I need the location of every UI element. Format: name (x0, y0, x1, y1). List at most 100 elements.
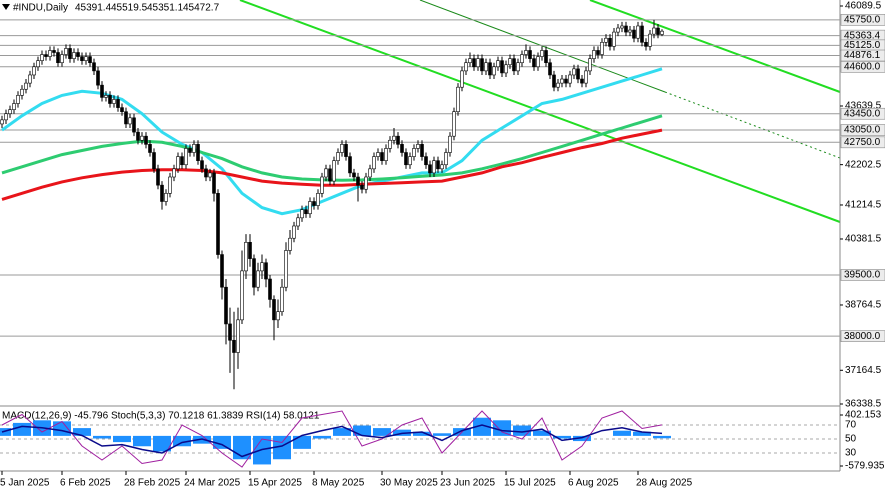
y-tick-label: 40381.5 (845, 234, 882, 245)
candle-body (164, 193, 168, 202)
macd-bar (413, 431, 431, 436)
candle-body (436, 160, 440, 170)
candle-body (4, 113, 8, 121)
candle-body (648, 33, 652, 47)
macd-bar (533, 430, 551, 436)
candle-body (204, 168, 208, 178)
candle-body (424, 156, 428, 166)
candle-body (336, 152, 340, 161)
candle-body (620, 25, 624, 29)
candle-body (0, 119, 4, 125)
candle-body (428, 164, 432, 174)
candle-body (460, 70, 464, 88)
macd-bar (13, 422, 31, 436)
candle-body (76, 52, 80, 57)
candle-body (116, 99, 120, 108)
candle-body (348, 156, 352, 174)
header-value: 45351.1 (147, 3, 184, 14)
candle-body (328, 168, 332, 182)
candle-body (508, 58, 512, 66)
candle-body (260, 262, 264, 272)
indicator-panel (0, 410, 840, 468)
candle-body (212, 172, 216, 194)
level-label: 44876.1 (844, 50, 881, 61)
candle-body (532, 58, 536, 68)
candle-body (564, 78, 568, 84)
candle-body (416, 144, 420, 149)
macd-bar (133, 435, 151, 447)
candle-body (100, 84, 104, 98)
candle-body (136, 131, 140, 141)
candle-body (84, 56, 88, 61)
x-tick-label: 6 Feb 2025 (60, 478, 111, 489)
candle-body (468, 58, 472, 64)
level-label-box (840, 60, 885, 73)
candle-body (600, 42, 604, 55)
candle-body (656, 27, 660, 35)
x-tick-label: 6 Aug 2025 (568, 478, 619, 489)
candle-body (188, 148, 192, 153)
macd-bar (333, 428, 351, 436)
x-tick-label: 15 Apr 2025 (248, 478, 302, 489)
header-value: 45472.7 (183, 3, 220, 14)
level-label: 43450.0 (844, 108, 881, 119)
candle-body (28, 74, 32, 84)
candle-body (388, 139, 392, 149)
header-value: 45519.5 (111, 3, 148, 14)
candle-body (224, 286, 228, 325)
candle-body (180, 156, 184, 166)
candle-body (316, 193, 320, 206)
macd-bar (613, 430, 631, 436)
level-label-box (840, 330, 885, 342)
macd-tick-label: 402.153 (845, 410, 882, 421)
candle-body (448, 135, 452, 153)
trend-line (589, 0, 840, 93)
candle-body (512, 58, 516, 72)
candle-body (120, 107, 124, 112)
level-label: 44600.0 (844, 61, 881, 72)
moving-average (1, 67, 663, 216)
osc-tick-label: 70 (845, 420, 857, 431)
candle-body (184, 148, 188, 166)
candle-body (20, 88, 24, 96)
candle-body (372, 156, 376, 170)
candle-body (108, 95, 112, 104)
candle-body (240, 270, 244, 321)
level-label-box (840, 136, 885, 149)
candle-body (16, 95, 20, 104)
candle-body (556, 82, 560, 88)
candle-body (140, 135, 144, 141)
rsi-line (1, 424, 663, 458)
candle-body (200, 160, 204, 170)
candle-body (332, 160, 336, 182)
candle-body (584, 70, 588, 84)
candle-body (364, 176, 368, 190)
candle-body (408, 156, 412, 166)
candle-body (496, 60, 500, 68)
candle-body (344, 144, 348, 157)
candle-body (92, 62, 96, 72)
x-tick-label: 23 Jun 2025 (440, 478, 495, 489)
y-tick-label: 43639.5 (845, 101, 882, 112)
candle-body (560, 78, 564, 84)
candle-body (160, 184, 164, 202)
candle-body (256, 270, 260, 288)
macd-bar (473, 417, 491, 436)
candle-body (64, 48, 68, 55)
candle-body (392, 135, 396, 141)
macd-bar (433, 433, 451, 436)
candle-body (244, 242, 248, 272)
candle-body (616, 27, 620, 33)
candle-body (156, 168, 160, 186)
candle-body (220, 254, 224, 288)
candle-body (356, 176, 360, 186)
candle-body (264, 262, 268, 280)
level-label-box (840, 269, 885, 281)
y-tick-label: 36338.5 (845, 399, 882, 410)
candle-body (88, 56, 92, 64)
candle-body (192, 144, 196, 153)
candle-body (480, 58, 484, 72)
candle-body (60, 54, 64, 64)
candle-body (32, 66, 36, 76)
macd-bar (513, 425, 531, 436)
